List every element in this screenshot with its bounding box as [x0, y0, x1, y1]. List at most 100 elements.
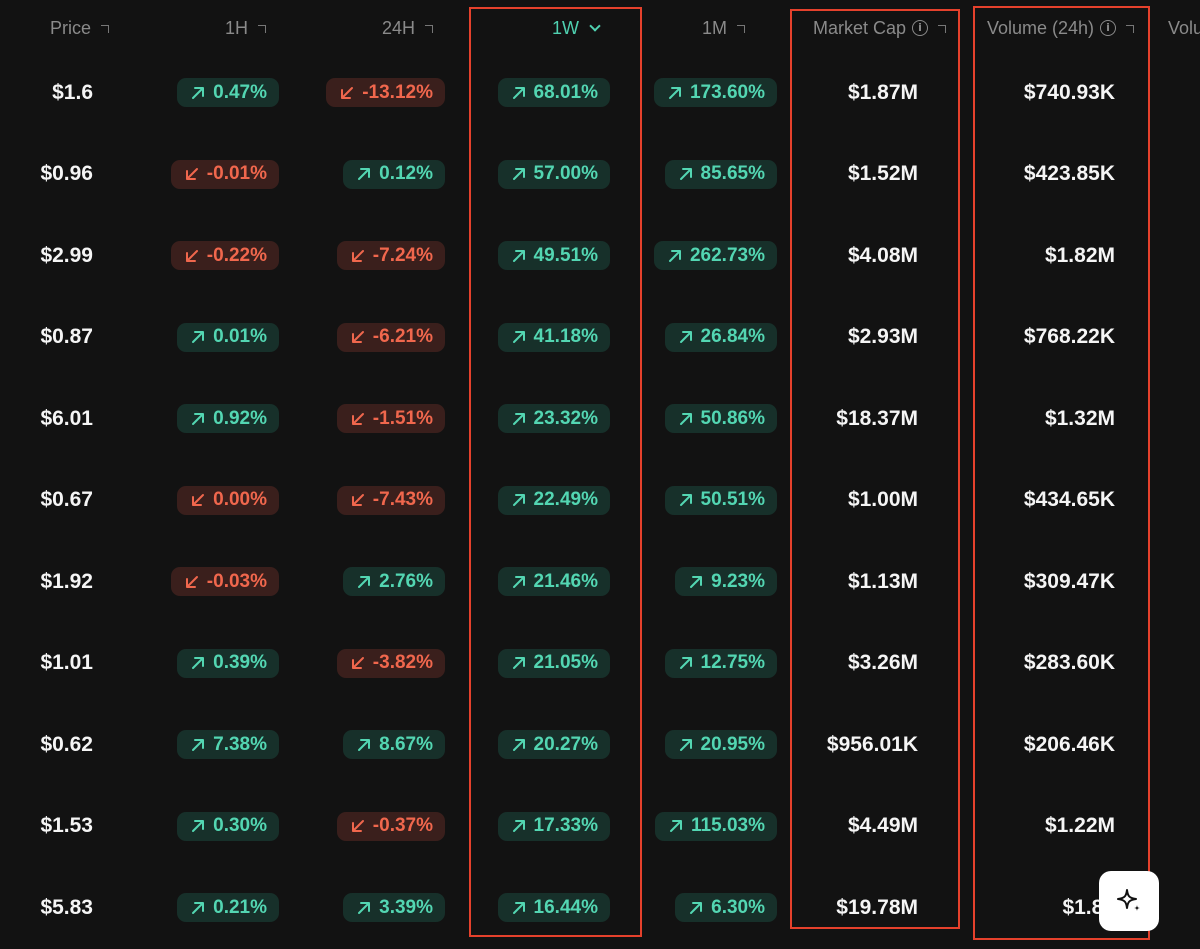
- change-value: 0.00%: [213, 489, 267, 511]
- arrow-up-right-icon: [358, 901, 371, 914]
- arrow-up-right-icon: [358, 575, 371, 588]
- table-row[interactable]: $1.92 -0.03% 2.76% 21.46% 9.23% $1.13M $309.47…: [0, 541, 1200, 623]
- change-value: 6.30%: [711, 896, 765, 918]
- arrow-up-right-icon: [690, 901, 703, 914]
- arrow-up-right-icon: [512, 412, 525, 425]
- table-row[interactable]: $5.83 0.21% 3.39% 16.44% 6.30% $19.78M $1.86: [0, 867, 1200, 949]
- table-row[interactable]: $0.62 7.38% 8.67% 20.27% 20.95% $956.01K $206.…: [0, 704, 1200, 786]
- arrow-up-right-icon: [512, 575, 525, 588]
- volume-24h-cell: $206.46K: [1023, 732, 1115, 756]
- arrow-up-right-icon: [512, 657, 525, 670]
- price-cell: $6.01: [40, 406, 93, 430]
- market-cap-cell: $18.37M: [836, 406, 918, 430]
- change-24h-pill: 3.39%: [343, 893, 445, 923]
- change-24h-pill: 2.76%: [343, 567, 445, 597]
- arrow-up-right-icon: [679, 738, 692, 751]
- market-cap-cell: $1.87M: [847, 80, 918, 104]
- volume-24h-cell: $1.32M: [1044, 406, 1115, 430]
- table-row[interactable]: $1.01 0.39% -3.82% 21.05% 12.75% $3.26M $283.6…: [0, 623, 1200, 705]
- price-cell: $1.92: [40, 569, 93, 593]
- sort-corner-icon: [258, 25, 266, 33]
- change-1h-pill: 0.30%: [177, 811, 279, 841]
- change-value: 22.49%: [533, 489, 598, 511]
- market-cap-cell: $956.01K: [826, 732, 918, 756]
- change-24h-pill: -7.24%: [336, 241, 445, 271]
- change-value: 0.47%: [213, 81, 267, 103]
- ai-assistant-button[interactable]: [1099, 871, 1159, 931]
- change-value: 68.01%: [533, 81, 598, 103]
- change-1m-pill: 50.51%: [664, 485, 777, 515]
- table-row[interactable]: $1.53 0.30% -0.37% 17.33% 115.03% $4.49M $1.22…: [0, 786, 1200, 868]
- volume-24h-cell: $309.47K: [1023, 569, 1115, 593]
- header-market-cap[interactable]: Market Cap i: [813, 16, 946, 40]
- change-24h-pill: 8.67%: [343, 730, 445, 760]
- market-cap-cell: $4.08M: [847, 243, 918, 267]
- volume-24h-cell: $740.93K: [1023, 80, 1115, 104]
- arrow-down-left-icon: [351, 494, 364, 507]
- change-1m-pill: 173.60%: [653, 78, 777, 108]
- change-1w-pill: 17.33%: [497, 811, 610, 841]
- volume-24h-cell: $768.22K: [1023, 325, 1115, 349]
- change-value: 9.23%: [711, 570, 765, 592]
- change-1m-pill: 12.75%: [664, 648, 777, 678]
- change-value: 0.30%: [213, 815, 267, 837]
- price-cell: $1.53: [40, 814, 93, 838]
- change-1m-pill: 115.03%: [655, 811, 777, 841]
- change-value: -6.21%: [372, 326, 433, 348]
- change-value: -0.03%: [206, 570, 267, 592]
- header-1m[interactable]: 1M: [702, 16, 745, 40]
- change-1h-pill: 0.39%: [177, 648, 279, 678]
- table-row[interactable]: $2.99 -0.22% -7.24% 49.51% 262.73% $4.08M $1.8…: [0, 215, 1200, 297]
- volume-24h-cell: $283.60K: [1023, 651, 1115, 675]
- change-value: 57.00%: [533, 163, 598, 185]
- arrow-up-right-icon: [512, 86, 525, 99]
- change-value: 49.51%: [533, 244, 598, 266]
- info-icon[interactable]: i: [912, 20, 928, 36]
- arrow-up-right-icon: [192, 657, 205, 670]
- table-row[interactable]: $1.6 0.47% -13.12% 68.01% 173.60% $1.87M $740.…: [0, 52, 1200, 134]
- arrow-up-right-icon: [690, 575, 703, 588]
- change-value: -13.12%: [362, 81, 433, 103]
- change-24h-pill: -0.37%: [336, 811, 445, 841]
- arrow-up-right-icon: [668, 249, 681, 262]
- change-value: 2.76%: [379, 570, 433, 592]
- change-1h-pill: -0.01%: [170, 159, 279, 189]
- change-1h-pill: 0.00%: [177, 485, 279, 515]
- arrow-up-right-icon: [512, 494, 525, 507]
- header-volume-24h[interactable]: Volume (24h) i: [987, 16, 1134, 40]
- change-24h-pill: -1.51%: [336, 404, 445, 434]
- arrow-down-left-icon: [185, 168, 198, 181]
- change-value: 115.03%: [691, 815, 765, 837]
- header-price[interactable]: Price: [50, 16, 109, 40]
- sort-corner-icon: [1126, 25, 1134, 33]
- header-volume-partial[interactable]: Volu: [1168, 17, 1200, 38]
- header-1h[interactable]: 1H: [225, 16, 266, 40]
- change-value: 8.67%: [379, 733, 433, 755]
- table-row[interactable]: $0.96 -0.01% 0.12% 57.00% 85.65% $1.52M $423.8…: [0, 134, 1200, 216]
- table-row[interactable]: $6.01 0.92% -1.51% 23.32% 50.86% $18.37M $1.32…: [0, 378, 1200, 460]
- change-24h-pill: 0.12%: [343, 159, 445, 189]
- info-icon[interactable]: i: [1100, 20, 1116, 36]
- change-1h-pill: 0.92%: [177, 404, 279, 434]
- arrow-up-right-icon: [358, 168, 371, 181]
- change-value: -0.37%: [372, 815, 433, 837]
- change-1w-pill: 22.49%: [497, 485, 610, 515]
- market-cap-cell: $1.52M: [847, 162, 918, 186]
- change-value: 262.73%: [689, 244, 765, 266]
- change-1w-pill: 41.18%: [497, 322, 610, 352]
- change-value: 12.75%: [700, 652, 765, 674]
- change-1h-pill: 0.01%: [177, 322, 279, 352]
- change-1w-pill: 23.32%: [497, 404, 610, 434]
- table-row[interactable]: $0.67 0.00% -7.43% 22.49% 50.51% $1.00M $434.6…: [0, 460, 1200, 542]
- change-1w-pill: 49.51%: [497, 241, 610, 271]
- header-24h[interactable]: 24H: [382, 16, 433, 40]
- chevron-down-icon: [589, 20, 601, 32]
- market-cap-cell: $3.26M: [847, 651, 918, 675]
- arrow-down-left-icon: [351, 331, 364, 344]
- header-1w[interactable]: 1W: [552, 16, 601, 40]
- arrow-down-left-icon: [351, 820, 364, 833]
- change-value: 41.18%: [533, 326, 598, 348]
- table-row[interactable]: $0.87 0.01% -6.21% 41.18% 26.84% $2.93M $768.2…: [0, 297, 1200, 379]
- sort-corner-icon: [938, 25, 946, 33]
